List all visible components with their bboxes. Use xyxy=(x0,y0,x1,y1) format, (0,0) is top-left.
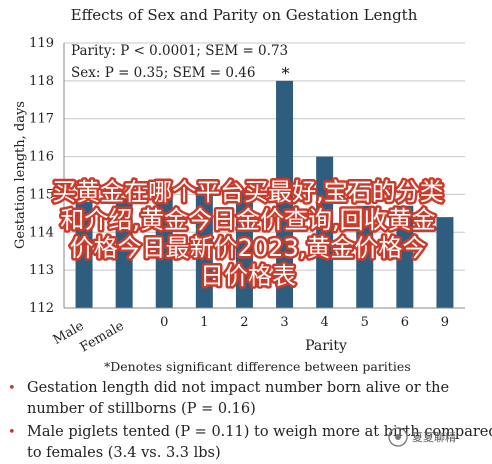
y-tick-label: 113 xyxy=(29,263,54,278)
overlay-line-3: 价格今日最新价2023,黄金价格今 xyxy=(70,234,427,262)
watermark-icon-dot xyxy=(395,434,401,440)
x-tick-label: 1 xyxy=(200,315,208,330)
overlay-line-2: 和介绍,黄金今日金价查询,回收黄金 xyxy=(60,206,435,234)
bar-6 xyxy=(396,205,414,308)
overlay-line-4: 日价格表 xyxy=(200,262,296,290)
bullet-2-line-1: Male piglets tented (P = 0.11) to weigh … xyxy=(27,424,492,440)
watermark: 夏夏聊精 xyxy=(388,427,456,447)
bars xyxy=(75,80,454,308)
footnote: *Denotes significant difference between … xyxy=(104,359,411,374)
watermark-icon xyxy=(388,427,408,447)
significance-marker: * xyxy=(282,64,290,83)
bar-0 xyxy=(155,186,173,308)
stats-line-parity: Parity: P < 0.0001; SEM = 0.73 xyxy=(71,43,288,59)
y-tick-label: 112 xyxy=(29,301,54,316)
bar-female xyxy=(115,198,133,308)
x-tick-label: 2 xyxy=(240,315,248,330)
y-tick-labels: 112 113 114 115 116 117 118 119 xyxy=(29,36,54,316)
x-tick-label: 5 xyxy=(361,315,369,330)
bar-4 xyxy=(316,156,334,308)
x-tick-label: 6 xyxy=(401,315,409,330)
annotations: * xyxy=(282,64,290,83)
y-tick-label: 115 xyxy=(29,187,54,202)
y-axis-label: Gestation length, days xyxy=(13,101,28,249)
y-tick-label: 118 xyxy=(29,74,54,89)
overlay-caption: 买黄金在哪个平台买最好,宝石的分类 和介绍,黄金今日金价查询,回收黄金 价格今日… xyxy=(50,176,447,293)
overlay-line-1: 买黄金在哪个平台买最好,宝石的分类 xyxy=(52,178,444,206)
y-tick-label: 117 xyxy=(29,112,54,127)
x-tick-label: 0 xyxy=(160,315,168,330)
stats-line-sex: Sex: P = 0.35; SEM = 0.46 xyxy=(71,65,255,81)
chart-title: Effects of Sex and Parity on Gestation L… xyxy=(71,6,418,24)
bar-3 xyxy=(276,80,294,308)
x-tick-label: Female xyxy=(78,318,127,355)
bullet-1-line-1: Gestation length did not impact number b… xyxy=(27,380,449,396)
bar-2 xyxy=(235,190,253,308)
watermark-text: 夏夏聊精 xyxy=(412,430,456,444)
bullet-marker-1: • xyxy=(8,381,16,396)
y-tick-label: 119 xyxy=(29,36,54,51)
x-tick-label: 3 xyxy=(280,315,288,330)
bullet-2-line-2: to females (3.4 vs. 3.3 lbs) xyxy=(27,445,221,461)
bar-male xyxy=(75,202,93,308)
x-tick-label: 9 xyxy=(441,315,449,330)
bar-5 xyxy=(356,205,374,308)
x-axis-label: Parity xyxy=(305,338,347,354)
bar-1 xyxy=(195,186,213,308)
y-tick-label: 116 xyxy=(29,150,54,165)
bullet-1-line-2: number of stillborns (P = 0.16) xyxy=(27,401,256,417)
bullet-marker-2: • xyxy=(8,425,16,440)
bar-9 xyxy=(436,217,454,308)
x-tick-label: 4 xyxy=(321,315,329,330)
y-tick-label: 114 xyxy=(29,225,54,240)
